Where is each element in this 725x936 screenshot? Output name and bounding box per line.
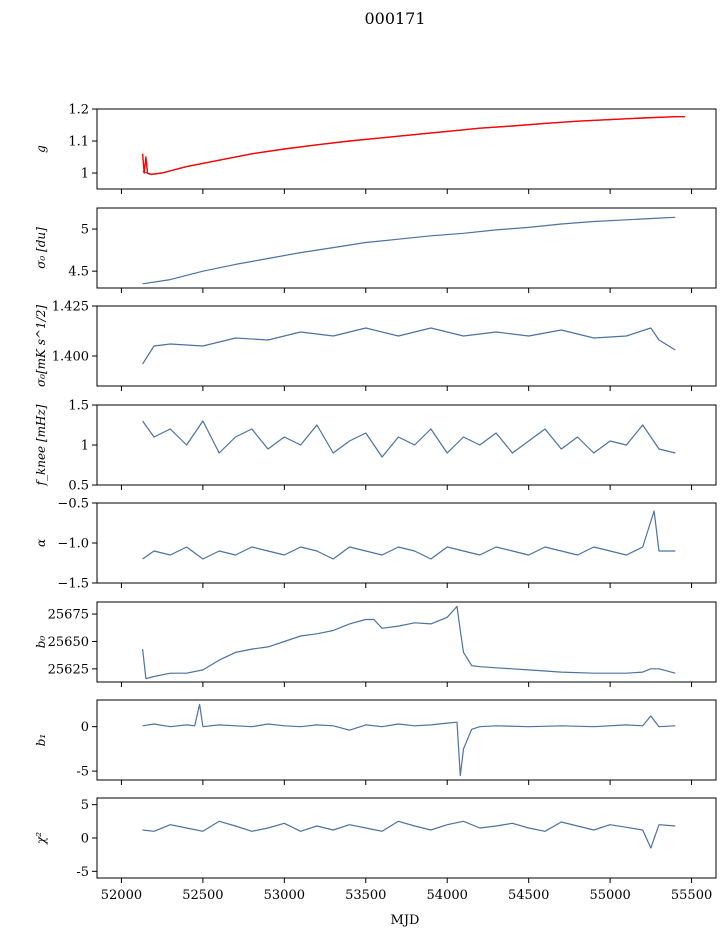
panel-frame [96, 601, 717, 683]
y-axis-label: b₀ [34, 636, 48, 649]
x-tick-label: 52500 [182, 888, 223, 903]
panel-sigma0c: 1.400 1.425 σ₀[mK s^1/2] [34, 300, 717, 391]
panel-frame [96, 797, 717, 879]
series-line-g-1 [141, 115, 685, 176]
x-tick-label: 53500 [345, 888, 386, 903]
x-axis-label: MJD [391, 913, 420, 928]
y-tick-label: 25650 [48, 635, 89, 650]
panel-frame [96, 699, 717, 781]
series-line-b0-0 [142, 605, 676, 680]
y-tick-label: -5 [76, 865, 89, 880]
y-tick-label: 0 [81, 720, 89, 735]
series-line-sigma0-0 [142, 216, 676, 285]
x-tick-label: 54500 [508, 888, 549, 903]
panel-frame [96, 502, 717, 584]
x-tick-label: 52000 [101, 888, 142, 903]
y-tick-label: 1 [81, 167, 89, 182]
y-axis-label: σ₀ [du] [34, 227, 48, 269]
y-tick-label: 1.5 [68, 399, 89, 414]
panel-frame [96, 207, 717, 289]
panel-fknee: 0.5 1 1.5 f_knee [mHz] [34, 399, 717, 494]
panel-b1: -5 0 b₁ [34, 699, 717, 785]
x-tick-label: 55500 [671, 888, 712, 903]
y-tick-label: 0.5 [68, 479, 89, 494]
panel-sigma0: 4.5 5 σ₀ [du] [34, 207, 717, 293]
panel-g: 1 1.1 1.2 g [34, 103, 717, 194]
y-tick-label: 5 [81, 223, 89, 238]
x-tick-labels: 52000 52500 53000 53500 54000 54500 55000 55500 [101, 888, 712, 903]
y-tick-label: 5 [81, 798, 89, 813]
y-tick-label: 1.425 [52, 300, 89, 315]
y-tick-label: 25625 [48, 662, 89, 677]
y-axis-label: σ₀[mK s^1/2] [34, 305, 48, 387]
series-line-chi2-0 [142, 820, 676, 849]
x-tick-label: 54000 [427, 888, 468, 903]
series-line-g-0 [142, 116, 676, 176]
chart-title: 000171 [364, 9, 425, 28]
y-axis-label: f_knee [mHz] [34, 404, 48, 486]
series-line-fknee-0 [142, 420, 676, 458]
panels: 1 1.1 1.2 g 4.5 5 σ₀ [du] 1.400 1.425 σ₀[mK s^1/2… [34, 103, 717, 883]
y-tick-label: 1.1 [68, 135, 89, 150]
panel-alpha: −1.5 −1.0 −0.5 α [34, 497, 717, 592]
panel-frame [96, 108, 717, 190]
series-line-sigma0c-0 [142, 327, 676, 365]
panel-chi2: -5 0 5 χ² [34, 797, 717, 883]
y-tick-label: 4.5 [68, 265, 89, 280]
panel-frame [96, 404, 717, 486]
y-tick-label: 0 [81, 832, 89, 847]
y-axis-label: χ² [34, 832, 48, 845]
y-axis-label: α [34, 539, 48, 547]
series-line-alpha-0 [142, 510, 676, 560]
y-tick-label: 25675 [48, 608, 89, 623]
panel-frame [96, 305, 717, 387]
x-tick-label: 53000 [264, 888, 305, 903]
y-tick-label: 1 [81, 439, 89, 454]
x-tick-label: 55000 [589, 888, 630, 903]
y-tick-label: -5 [76, 765, 89, 780]
y-tick-label: 1.2 [68, 103, 89, 118]
y-tick-label: −1.0 [57, 537, 89, 552]
y-axis-label: g [34, 145, 48, 153]
y-tick-label: −1.5 [57, 577, 89, 592]
y-axis-label: b₁ [34, 734, 48, 747]
y-tick-label: −0.5 [57, 497, 89, 512]
series-line-b1-0 [142, 703, 676, 777]
y-tick-label: 1.400 [52, 350, 89, 365]
